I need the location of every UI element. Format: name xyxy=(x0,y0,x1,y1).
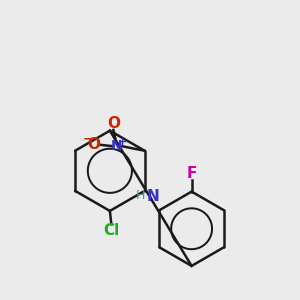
Text: N: N xyxy=(111,139,122,153)
Text: O: O xyxy=(88,137,100,152)
Text: +: + xyxy=(118,136,128,146)
Text: −: − xyxy=(82,133,93,146)
Text: N: N xyxy=(147,189,160,204)
Text: Cl: Cl xyxy=(103,223,119,238)
Text: F: F xyxy=(186,166,197,181)
Text: O: O xyxy=(107,116,120,131)
Text: H: H xyxy=(136,189,145,202)
